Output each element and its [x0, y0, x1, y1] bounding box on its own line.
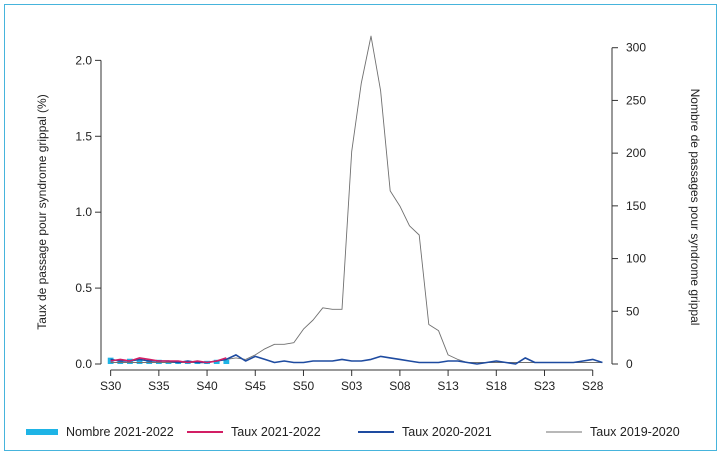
y-left-tick-label: 0.5 [75, 281, 92, 295]
x-tick-label: S23 [534, 379, 556, 393]
x-tick-label: S40 [196, 379, 218, 393]
line-taux-2021-2022 [110, 357, 227, 364]
y-right-tick-label: 300 [626, 41, 646, 55]
x-axis: S30 S35 S40 S45 S50 S03 S08 S13 S18 S23 S28 [100, 369, 604, 393]
x-tick-label: S50 [293, 379, 315, 393]
bar-nombre-2021-2022 [155, 359, 162, 364]
legend-label: Taux 2020-2021 [402, 425, 492, 439]
y-left-axis: 0.0 0.5 1.0 1.5 2.0 [75, 53, 102, 371]
bar-nombre-2021-2022 [146, 359, 153, 364]
x-tick-label: S30 [100, 379, 122, 393]
y-left-tick-label: 0.0 [75, 357, 92, 371]
y-right-tick-label: 0 [626, 357, 633, 371]
bar-nombre-2021-2022 [213, 359, 220, 364]
y-right-tick-label: 100 [626, 252, 646, 266]
y-left-tick-label: 1.0 [75, 205, 92, 219]
y-right-tick-label: 150 [626, 199, 646, 213]
x-tick-label: S35 [148, 379, 170, 393]
y-right-axis: 0 50 100 150 200 250 300 [611, 41, 646, 371]
legend-label: Taux 2019-2020 [590, 425, 680, 439]
y-right-tick-label: 250 [626, 93, 646, 107]
legend: Nombre 2021-2022 Taux 2021-2022 Taux 2020-… [26, 425, 680, 439]
bar-nombre-2021-2022 [117, 359, 124, 364]
bar-nombre-2021-2022 [223, 359, 230, 364]
bar-nombre-2021-2022 [136, 358, 143, 364]
x-tick-label: S08 [389, 379, 411, 393]
x-tick-label: S13 [437, 379, 459, 393]
x-tick-label: S28 [582, 379, 604, 393]
y-left-axis-title: Taux de passage pour syndrome grippal (%… [35, 94, 49, 329]
y-right-tick-label: 200 [626, 146, 646, 160]
x-tick-label: S45 [245, 379, 267, 393]
line-taux-2019-2020 [110, 35, 603, 363]
plot-area [107, 35, 603, 365]
y-left-tick-label: 1.5 [75, 129, 92, 143]
x-tick-label: S03 [341, 379, 363, 393]
chart-frame [4, 4, 717, 451]
legend-label: Nombre 2021-2022 [66, 425, 174, 439]
y-right-tick-label: 50 [626, 304, 640, 318]
x-tick-label: S18 [486, 379, 508, 393]
y-left-tick-label: 2.0 [75, 53, 92, 67]
y-right-axis-title: Nombre de passages pour syndrome grippal [688, 89, 702, 326]
legend-label: Taux 2021-2022 [231, 425, 321, 439]
